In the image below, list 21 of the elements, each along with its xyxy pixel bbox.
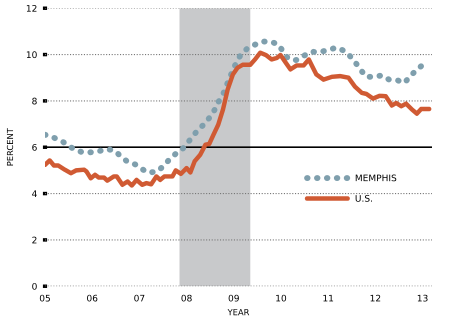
x-tick-label: 13	[418, 294, 428, 302]
legend-label: MEMPHIS	[356, 174, 396, 182]
x-tick-label: 05	[40, 294, 50, 302]
y-tick-label: 4	[32, 190, 37, 197]
y-axis-title: PERCENT	[6, 128, 14, 166]
x-tick-label: 10	[276, 294, 286, 302]
y-tick-label: 6	[32, 144, 37, 151]
x-tick-label: 11	[323, 294, 334, 302]
y-tick-label: 10	[26, 51, 37, 58]
x-tick-label: 09	[228, 294, 239, 302]
x-tick-label: 07	[134, 294, 144, 302]
x-tick-label: 06	[87, 294, 98, 302]
line-series	[45, 50, 432, 188]
y-tick-label: 0	[32, 282, 37, 290]
y-tick-label: 2	[32, 236, 36, 244]
x-axis-title: YEAR	[228, 309, 250, 316]
y-tick-label: 12	[26, 4, 36, 12]
x-tick-label: 12	[370, 294, 380, 302]
y-tick-label: 8	[32, 98, 37, 104]
x-tick-label: 08	[181, 294, 192, 302]
legend-label: U.S.	[356, 194, 372, 202]
